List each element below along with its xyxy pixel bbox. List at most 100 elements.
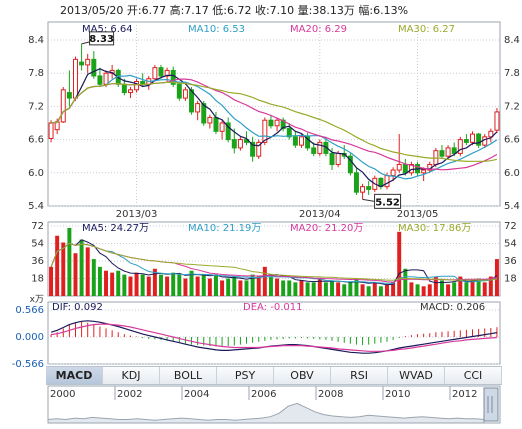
volume-bar xyxy=(201,274,206,296)
price-tick-right: 8.4 xyxy=(504,35,520,46)
volume-bar xyxy=(232,276,237,296)
overview-year-label: 2012 xyxy=(452,389,477,400)
volume-bar xyxy=(336,282,341,296)
volume-bar xyxy=(488,276,493,296)
dea-line xyxy=(51,323,497,352)
volume-bar xyxy=(287,280,292,296)
volume-ma30-legend: MA30: 17.86万 xyxy=(398,223,471,234)
candle-body xyxy=(268,119,274,127)
tab-wvad[interactable]: WVAD xyxy=(388,367,445,384)
candle-body xyxy=(134,81,140,91)
tab-cci[interactable]: CCI xyxy=(445,367,502,384)
volume-bar xyxy=(403,268,408,296)
tab-psy[interactable]: PSY xyxy=(217,367,274,384)
volume-bar xyxy=(330,280,335,296)
volume-ma10-legend: MA10: 21.19万 xyxy=(188,223,261,234)
dea-legend: DEA: -0.011 xyxy=(243,302,302,313)
volume-bar xyxy=(494,259,499,296)
tab-macd[interactable]: MACD xyxy=(46,367,103,384)
candle-body xyxy=(396,164,402,171)
overview-panel[interactable]: 2000 2002 2004 2006 2008 2010 2012 xyxy=(47,385,501,424)
tab-rsi[interactable]: RSI xyxy=(331,367,388,384)
volume-bar xyxy=(305,282,310,296)
date-tick-label: 2013/03 xyxy=(116,209,158,220)
candle-body xyxy=(390,169,396,177)
candle-body xyxy=(457,139,463,154)
ma30-line xyxy=(51,81,498,163)
dif-legend: DIF: 0.092 xyxy=(52,302,103,313)
volume-bar xyxy=(171,272,176,296)
ma20-legend: MA20: 6.29 xyxy=(290,24,347,35)
volume-bar xyxy=(275,278,280,296)
volume-bar xyxy=(189,270,194,296)
volume-tick-left: 36 xyxy=(31,256,44,267)
volume-bar xyxy=(159,274,163,296)
tab-kdj[interactable]: KDJ xyxy=(103,367,160,384)
low-label-box xyxy=(374,193,402,209)
candle-body xyxy=(262,119,268,143)
price-frame xyxy=(47,21,501,207)
tab-obv[interactable]: OBV xyxy=(274,367,331,384)
volume-bar xyxy=(256,276,261,296)
volume-bar xyxy=(311,282,316,296)
quote-header: 2013/05/20 开:6.77 高:7.17 低:6.72 收:7.10 量… xyxy=(60,4,409,17)
date-tick-label: 2013/04 xyxy=(299,209,341,220)
volume-bar xyxy=(446,284,451,296)
price-tick-right: 7.2 xyxy=(504,101,520,112)
volume-bar xyxy=(299,280,304,296)
macd-panel: 0.566 0.000 -0.566 DIF: 0.092 DEA: -0.011 MAC… xyxy=(12,301,501,370)
volume-bar xyxy=(385,284,389,296)
volume-tick-right: 36 xyxy=(504,256,517,267)
volume-bar xyxy=(177,274,182,296)
volume-ma5-legend: MA5: 24.27万 xyxy=(82,223,149,234)
candle-body xyxy=(158,67,164,77)
candle-body xyxy=(73,58,78,99)
ma30-legend: MA30: 6.27 xyxy=(398,24,455,35)
candle-body xyxy=(127,89,133,94)
candle-body xyxy=(237,139,243,149)
price-tick-left: 6.6 xyxy=(28,135,44,146)
volume-bar xyxy=(140,274,145,296)
candle-body xyxy=(384,175,390,188)
candle-body xyxy=(299,136,304,146)
volume-bar xyxy=(195,276,200,296)
volume-bar xyxy=(421,286,426,296)
tab-boll[interactable]: BOLL xyxy=(160,367,217,384)
volume-bar xyxy=(433,276,438,296)
price-tick-right: 6.0 xyxy=(504,168,520,179)
candle-body xyxy=(347,155,353,174)
candle-body xyxy=(451,147,457,154)
candle-body xyxy=(189,89,195,113)
candle-body xyxy=(292,136,298,146)
volume-bar xyxy=(427,284,432,296)
candle-body xyxy=(335,152,341,166)
volume-tick-left: 18 xyxy=(31,274,44,285)
volume-bar xyxy=(415,284,420,296)
candle-body xyxy=(66,92,72,99)
volume-bar xyxy=(116,270,121,296)
candle-body xyxy=(48,122,54,139)
volume-bar xyxy=(464,282,469,296)
volume-panel: 72 72 54 54 36 36 18 18 x万 MA5: 24.27万 MA10: 21.19… xyxy=(30,221,517,305)
volume-bar xyxy=(409,282,414,296)
candle-body xyxy=(445,147,451,157)
volume-bar xyxy=(360,284,365,296)
volume-bar xyxy=(439,280,444,296)
candle-body xyxy=(470,133,475,143)
high-label-box xyxy=(89,31,115,46)
candle-body xyxy=(488,130,494,138)
candle-body xyxy=(476,133,482,146)
range-handle xyxy=(483,387,499,422)
price-tick-left: 7.8 xyxy=(28,68,44,79)
volume-bar xyxy=(354,278,359,296)
candle-body xyxy=(79,61,85,66)
price-tick-right: 5.4 xyxy=(504,201,520,212)
candle-body xyxy=(421,169,427,174)
volume-bar xyxy=(391,282,396,296)
volume-tick-right: 54 xyxy=(504,239,517,250)
volume-bar xyxy=(146,276,151,296)
volume-bar xyxy=(348,282,353,296)
volume-bar xyxy=(238,280,243,296)
ma5-line xyxy=(51,68,498,188)
